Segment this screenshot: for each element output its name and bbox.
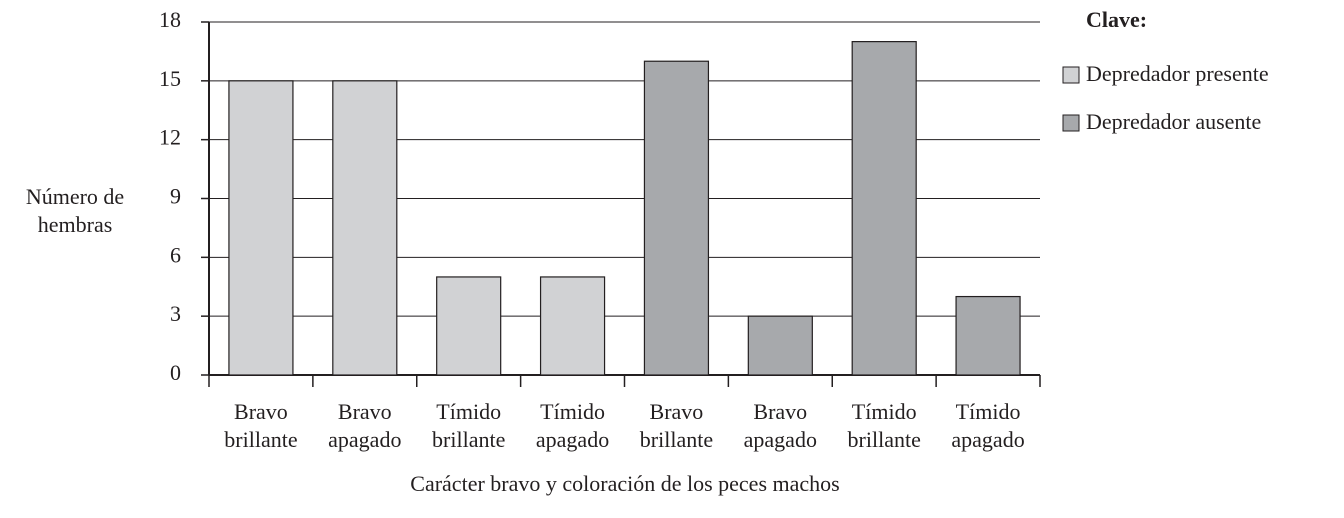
- y-tick-label: 0: [170, 360, 181, 385]
- x-tick-label: Tímido apagado: [951, 399, 1025, 452]
- legend-label: Depredador presente: [1086, 61, 1269, 86]
- x-axis-label: Carácter bravo y coloración de los peces…: [410, 471, 840, 496]
- x-tick-label: Bravo brillante: [639, 399, 714, 452]
- y-tick-label: 9: [170, 184, 181, 209]
- x-tick-label: Bravo brillante: [224, 399, 298, 452]
- y-tick-label: 3: [170, 301, 181, 326]
- bar: [747, 315, 813, 376]
- y-tick-label: 6: [170, 242, 181, 267]
- x-tick-label: Bravo apagado: [743, 399, 817, 452]
- bar: [643, 60, 710, 376]
- bar: [436, 276, 502, 376]
- legend-title: Clave:: [1086, 7, 1148, 32]
- bar: [955, 295, 1021, 376]
- bar: [851, 41, 917, 376]
- y-tick-label: 18: [159, 7, 181, 32]
- x-tick-label: Tímido brillante: [847, 399, 921, 452]
- x-tick-label: Tímido apagado: [535, 399, 610, 452]
- y-axis-label: Número de hembras: [25, 184, 125, 237]
- bar: [228, 80, 294, 376]
- legend-swatch: [1062, 66, 1080, 84]
- x-tick-label: Bravo apagado: [328, 399, 402, 452]
- y-tick-label: 12: [159, 125, 181, 150]
- legend-swatch: [1062, 114, 1080, 132]
- bar: [332, 80, 398, 376]
- legend-label: Depredador ausente: [1086, 109, 1261, 134]
- bar: [539, 276, 606, 376]
- x-tick-label: Tímido brillante: [432, 399, 506, 452]
- y-tick-label: 15: [159, 66, 181, 91]
